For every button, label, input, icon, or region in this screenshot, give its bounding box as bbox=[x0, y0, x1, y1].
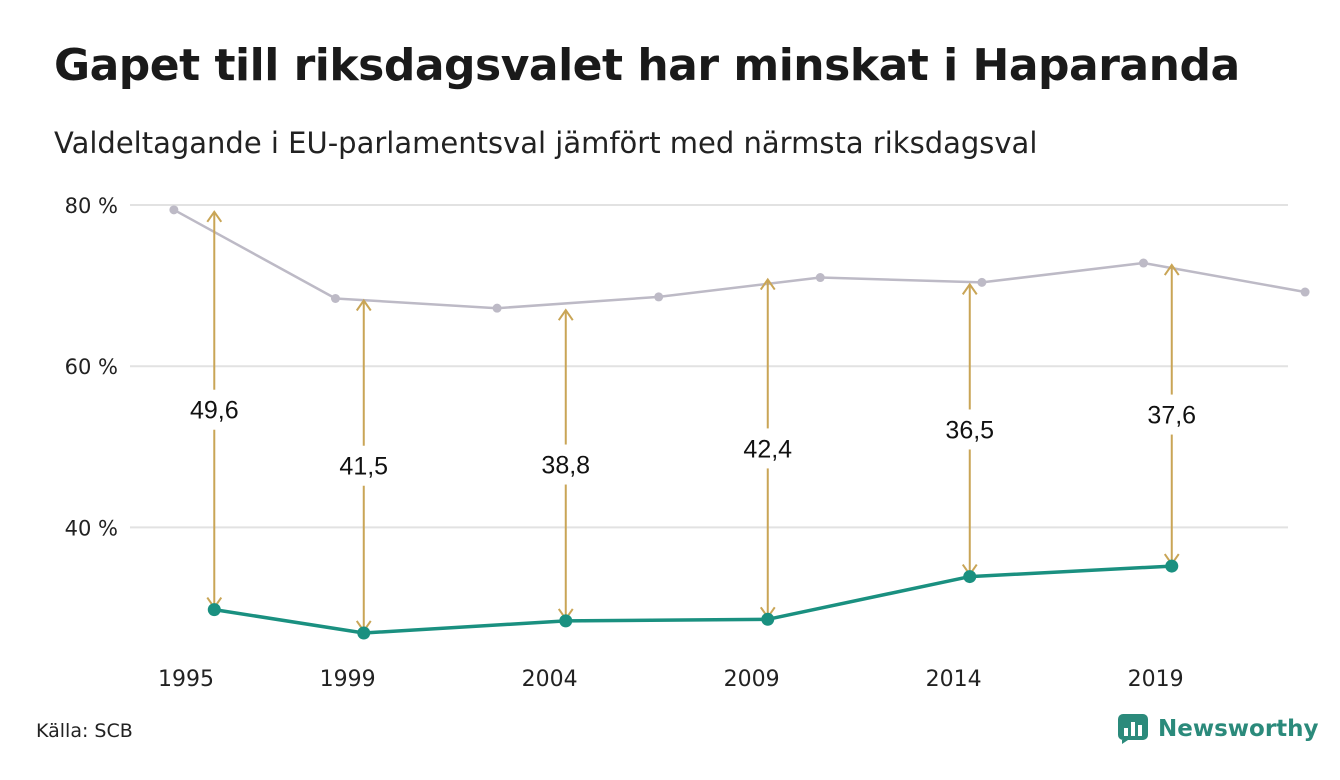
gap-arrows bbox=[206, 210, 1180, 633]
data-point-eu bbox=[963, 570, 977, 584]
gap-label-background bbox=[731, 428, 804, 469]
gap-label: 36,5 bbox=[945, 416, 994, 444]
x-tick-label: 1995 bbox=[158, 667, 214, 692]
x-tick-label: 2019 bbox=[1128, 667, 1184, 692]
data-point-riksdag bbox=[330, 293, 340, 303]
gap-arrow-head-top bbox=[759, 277, 776, 291]
data-point-riksdag bbox=[169, 205, 179, 215]
gap-arrow-head-top bbox=[557, 308, 574, 321]
x-tick-label: 1999 bbox=[320, 667, 376, 692]
gap-label-background bbox=[1135, 394, 1208, 435]
series-line-riksdag bbox=[173, 208, 1306, 310]
series-points bbox=[169, 205, 1310, 640]
brand-logo: Newsworthy bbox=[1118, 714, 1319, 744]
data-point-eu bbox=[761, 612, 775, 626]
data-point-riksdag bbox=[977, 277, 987, 287]
gap-label-background bbox=[933, 409, 1006, 450]
data-point-riksdag bbox=[654, 292, 664, 302]
source-note: Källa: SCB bbox=[36, 720, 133, 742]
data-point-eu bbox=[1165, 559, 1179, 573]
x-tick-label: 2009 bbox=[724, 667, 780, 692]
gap-label-background bbox=[529, 444, 602, 485]
gap-label: 37,6 bbox=[1147, 402, 1196, 430]
series-line-eu bbox=[214, 564, 1172, 635]
data-point-riksdag bbox=[1138, 258, 1148, 268]
y-tick-label: 40 % bbox=[65, 516, 118, 540]
gap-arrow-head-top bbox=[1163, 263, 1180, 276]
gap-label: 41,5 bbox=[339, 453, 388, 481]
data-point-riksdag bbox=[1300, 287, 1310, 297]
gap-label: 42,4 bbox=[743, 435, 792, 463]
gap-labels: 49,6 41,5 38,8 42,4 36,5 37,6 bbox=[178, 389, 1208, 486]
data-point-eu bbox=[207, 603, 221, 617]
chart-title: Gapet till riksdagsvalet har minskat i H… bbox=[54, 40, 1240, 91]
gridlines bbox=[130, 204, 1288, 529]
newsworthy-logo-icon bbox=[1118, 714, 1148, 744]
x-axis-ticks: 1995 1999 2004 2009 2014 2019 bbox=[158, 667, 1184, 692]
gap-label: 49,6 bbox=[190, 397, 239, 425]
x-tick-label: 2014 bbox=[926, 667, 982, 692]
series-lines bbox=[173, 208, 1306, 635]
gap-label: 38,8 bbox=[541, 452, 590, 480]
brand-name: Newsworthy bbox=[1158, 716, 1319, 742]
data-point-riksdag bbox=[815, 273, 825, 283]
gap-label-background bbox=[178, 389, 251, 430]
x-tick-label: 2004 bbox=[522, 667, 578, 692]
gap-arrow-head-top bbox=[961, 282, 978, 295]
gap-arrow-head-top bbox=[206, 210, 223, 223]
data-point-eu bbox=[357, 626, 371, 640]
chart-subtitle: Valdeltagande i EU-parlamentsval jämfört… bbox=[54, 126, 1038, 160]
data-point-eu bbox=[559, 614, 573, 628]
gap-arrow-head-top bbox=[355, 298, 372, 312]
y-tick-label: 60 % bbox=[65, 355, 118, 379]
y-tick-label: 80 % bbox=[65, 194, 118, 218]
data-point-riksdag bbox=[492, 303, 502, 313]
gap-label-background bbox=[327, 445, 400, 486]
y-axis-ticks: 80 % 60 % 40 % bbox=[65, 194, 118, 540]
